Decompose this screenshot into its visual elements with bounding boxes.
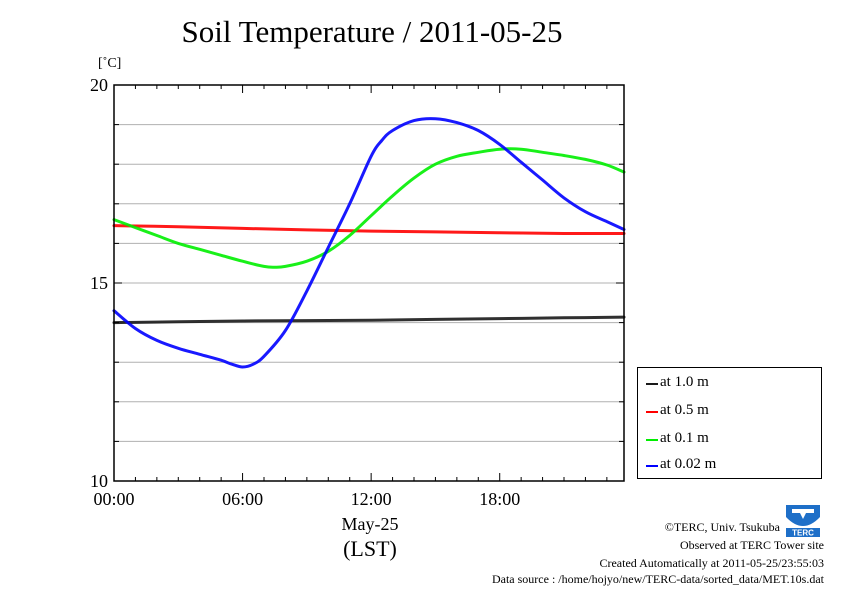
x-tick-label: 12:00 bbox=[351, 489, 392, 509]
legend-item-1m: at 1.0 m bbox=[638, 370, 821, 398]
logo-text: TERC bbox=[792, 529, 814, 538]
legend-swatch bbox=[646, 465, 658, 467]
y-tick-label: 10 bbox=[90, 471, 108, 491]
series-line-2 bbox=[112, 147, 626, 269]
footer-copyright: ©TERC, Univ. Tsukuba bbox=[664, 520, 780, 534]
x-tick-label: 06:00 bbox=[222, 489, 263, 509]
legend: at 1.0 m at 0.5 m at 0.1 m at 0.02 m bbox=[637, 367, 822, 479]
legend-label: at 0.1 m bbox=[660, 430, 709, 446]
x-axis-date-label: May-25 bbox=[341, 514, 399, 534]
series-line-0 bbox=[112, 315, 626, 325]
x-tick-label: 18:00 bbox=[479, 489, 520, 509]
y-tick-label: 15 bbox=[90, 273, 108, 293]
legend-item-0-1m: at 0.1 m bbox=[638, 426, 821, 454]
footer-observed: Observed at TERC Tower site bbox=[679, 538, 824, 552]
legend-swatch bbox=[646, 439, 658, 441]
chart-title: Soil Temperature / 2011-05-25 bbox=[181, 14, 563, 49]
legend-swatch bbox=[646, 411, 658, 413]
y-tick-label: 20 bbox=[90, 75, 108, 95]
legend-label: at 0.02 m bbox=[660, 456, 717, 472]
series-line-3 bbox=[112, 117, 626, 369]
legend-swatch bbox=[646, 383, 658, 385]
legend-label: at 1.0 m bbox=[660, 374, 709, 390]
x-axis-timezone-label: (LST) bbox=[343, 536, 397, 561]
legend-label: at 0.5 m bbox=[660, 402, 709, 418]
legend-item-0-5m: at 0.5 m bbox=[638, 398, 821, 426]
x-tick-label: 00:00 bbox=[93, 489, 134, 509]
terc-logo-icon: TERC bbox=[786, 505, 820, 538]
footer-created: Created Automatically at 2011-05-25/23:5… bbox=[599, 556, 824, 570]
y-axis-unit-label: [˚C] bbox=[98, 56, 122, 71]
legend-item-0-02m: at 0.02 m bbox=[638, 452, 821, 480]
series-line-1 bbox=[112, 224, 626, 236]
footer-data-source: Data source : /home/hojyo/new/TERC-data/… bbox=[491, 572, 824, 586]
